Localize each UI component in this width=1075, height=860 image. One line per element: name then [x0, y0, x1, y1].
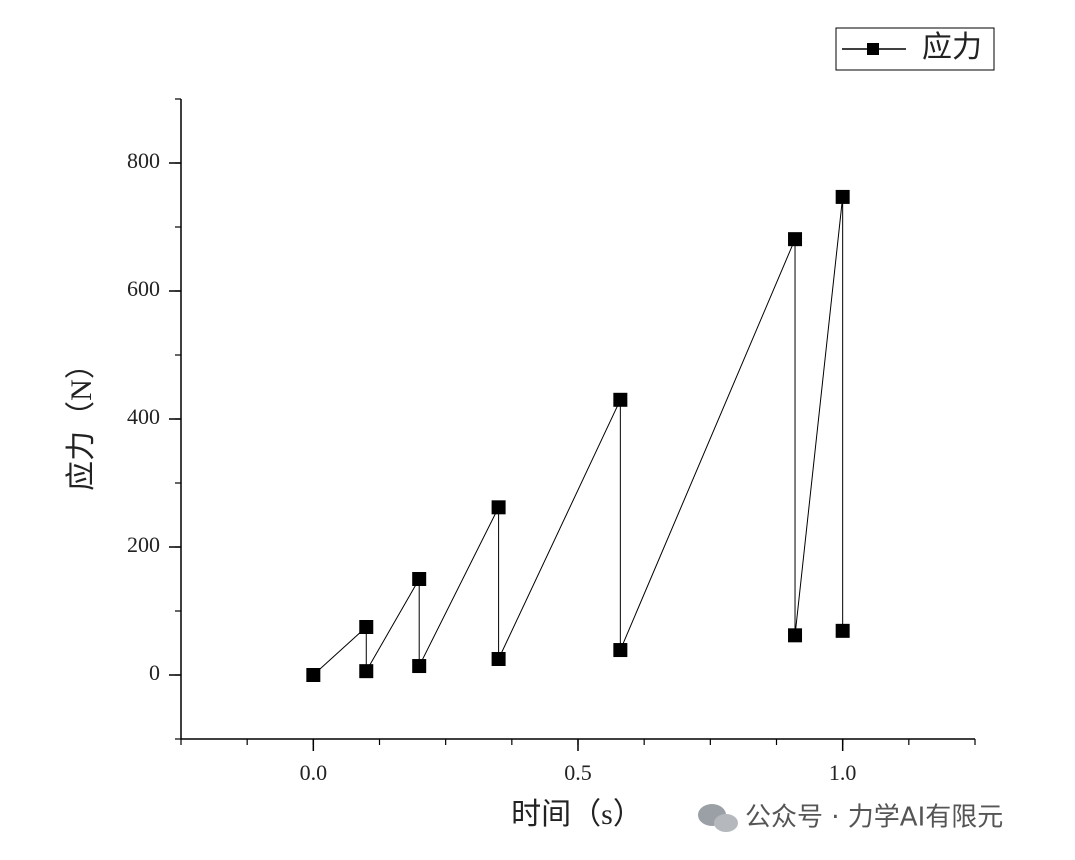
- data-point: [359, 664, 374, 679]
- watermark: 公众号 · 力学AI有限元: [745, 803, 1003, 833]
- data-point: [788, 628, 803, 643]
- y-tick-label: 400: [127, 404, 160, 429]
- legend-label: 应力: [922, 31, 982, 64]
- data-point: [359, 620, 374, 634]
- data-point: [306, 668, 321, 682]
- y-tick-label: 600: [127, 276, 160, 301]
- y-axis-title: 应力（N）: [65, 349, 98, 491]
- series-line: [312, 196, 844, 676]
- data-point: [491, 500, 506, 515]
- data-point: [835, 623, 850, 638]
- data-point: [613, 643, 628, 658]
- data-point: [835, 189, 850, 204]
- data-point: [788, 232, 803, 247]
- y-tick-label: 200: [127, 532, 160, 557]
- data-point: [412, 659, 427, 674]
- watermark-icon: [698, 804, 738, 832]
- x-tick-label: 0.5: [564, 760, 592, 785]
- y-tick-label: 800: [127, 148, 160, 173]
- data-point: [613, 392, 628, 407]
- legend-marker: [867, 43, 879, 55]
- data-point: [412, 572, 427, 586]
- y-tick-label: 0: [149, 660, 160, 685]
- x-tick-label: 0.0: [300, 760, 328, 785]
- x-tick-label: 1.0: [829, 760, 857, 785]
- x-axis-title: 时间（s）: [511, 798, 643, 831]
- data-point: [491, 652, 506, 666]
